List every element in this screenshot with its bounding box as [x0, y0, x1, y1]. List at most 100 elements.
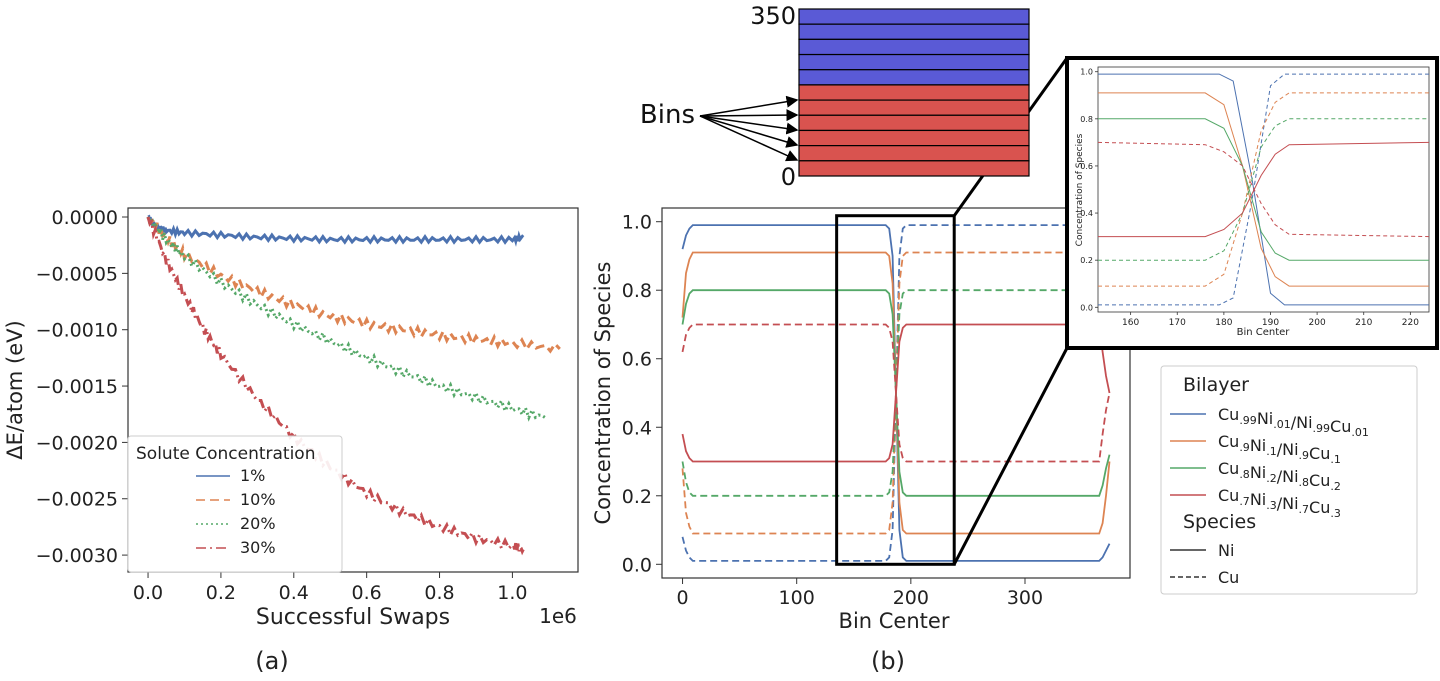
plot-a-legend-title: Solute Concentration	[136, 444, 315, 464]
inset-series-b1-Cu	[1098, 92, 1429, 287]
legend-species-label: Ni	[1218, 541, 1234, 560]
subscript: .2	[1266, 472, 1277, 485]
label-part: /Ni	[1277, 467, 1299, 486]
y-tick-label: −0.0025	[36, 489, 118, 511]
inset-series-b3-Cu	[1097, 141, 1430, 238]
subscript: .8	[1239, 468, 1250, 481]
subscript: .3	[1266, 499, 1277, 512]
y-tick-label: 0.0	[622, 554, 652, 576]
series-line-1pct	[147, 214, 525, 247]
plot-a-xlabel: Successful Swaps	[256, 605, 450, 630]
bins-top-label: 350	[750, 2, 796, 30]
subscript: .99	[1313, 422, 1331, 435]
label-part: Cu	[1309, 498, 1330, 517]
y-tick-label: 0.2	[1080, 256, 1093, 265]
x-tick-label: 0.8	[424, 582, 454, 604]
inset-series-b3-Ni	[1098, 141, 1430, 238]
plot-a-ylabel: ΔE/atom (eV)	[3, 320, 27, 459]
inset-panel: 160 170 180 190 200 210 2200.00.20.40.60.81.0 …	[1065, 56, 1439, 350]
label-part: Cu	[1330, 417, 1351, 436]
bin-arrow	[699, 115, 799, 148]
y-tick-label: −0.0015	[36, 376, 118, 398]
legend-label: 1%	[240, 466, 265, 485]
x-tick-label: 300	[1007, 587, 1043, 609]
bin-row	[798, 53, 1030, 71]
subscript: .1	[1330, 453, 1341, 466]
inset-series-b0-Cu	[1098, 73, 1429, 306]
panel-a: 0.0 0.2 0.4 0.6 0.8 1.0 0.0000 −0.0005 −0.0010 −0…	[3, 207, 579, 675]
legend-bilayer-label: Cu.99Ni.01/Ni.99Cu.01	[1218, 405, 1369, 439]
y-tick-label: 0.0000	[52, 207, 118, 229]
subscript: .1	[1266, 445, 1277, 458]
subscript: .7	[1239, 495, 1250, 508]
y-tick-label: 0.4	[622, 417, 652, 439]
y-tick-label: 0.6	[622, 349, 652, 371]
x-tick-label: 180	[1215, 318, 1232, 328]
x-tick-label: 0.2	[206, 582, 236, 604]
bin-row	[798, 8, 1030, 25]
legend-bilayer-label: Cu.8Ni.2/Ni.8Cu.2	[1218, 459, 1341, 493]
subscript: .2	[1330, 480, 1341, 493]
inset-series-b2-Cu	[1098, 118, 1429, 261]
label-part: Cu	[1218, 405, 1239, 424]
subscript: .99	[1239, 414, 1257, 427]
label-part: Cu	[1218, 486, 1239, 505]
bins-label: Bins	[640, 100, 695, 130]
x-tick-label: 210	[1355, 318, 1372, 328]
x-tick-label: 100	[779, 587, 815, 609]
label-part: Ni	[1250, 436, 1266, 455]
inset-series-b0-Ni	[1098, 73, 1429, 306]
inset-xlabel: Bin Center	[1237, 327, 1291, 338]
x-tick-label: 0	[676, 587, 688, 609]
zoom-box	[835, 214, 956, 566]
label-part: Cu	[1218, 459, 1239, 478]
bin-row	[798, 69, 1030, 86]
label-part: Ni	[1250, 490, 1266, 509]
label-part: /Ni	[1277, 440, 1299, 459]
plot-a-x-offset: 1e6	[539, 604, 577, 628]
label-part: Ni	[1257, 409, 1273, 428]
inset-series-b1-Ni	[1098, 92, 1429, 287]
plot-b-legend-box	[1160, 365, 1418, 595]
panel-label-a: (a)	[255, 647, 288, 675]
bin-row	[798, 23, 1030, 40]
panel-label-b: (b)	[871, 647, 905, 675]
subscript: .9	[1299, 449, 1310, 462]
inset-series-b2-Ni	[1098, 118, 1429, 261]
label-part: /Ni	[1277, 494, 1299, 513]
y-tick-label: −0.0005	[36, 263, 118, 285]
y-tick-label: −0.0020	[36, 432, 118, 454]
legend-bilayer-label: Cu.7Ni.3/Ni.7Cu.3	[1218, 486, 1341, 520]
bin-arrow	[699, 95, 799, 117]
y-tick-label: 0.0	[1080, 303, 1093, 312]
x-tick-label: 190	[1262, 318, 1279, 328]
x-tick-label: 200	[893, 587, 929, 609]
series-line-b3-Ni	[681, 323, 1111, 463]
inset-ylabel: Concentration of Species	[1075, 133, 1085, 246]
series-line-b3-Cu	[681, 323, 1111, 463]
plot-b-frame	[661, 207, 1131, 579]
bin-row	[798, 160, 1030, 177]
legend-bilayer-label: Cu.9Ni.1/Ni.9Cu.1	[1218, 432, 1341, 466]
y-tick-label: 0.8	[622, 280, 652, 302]
bin-row	[798, 145, 1030, 162]
subscript: .7	[1299, 503, 1310, 516]
inset-plot-frame	[1097, 66, 1430, 313]
legend-label: 10%	[240, 490, 276, 509]
bins-diagram: 350 0 Bins	[640, 2, 1030, 191]
y-tick-label: 0.4	[1080, 209, 1093, 218]
bin-row	[798, 84, 1030, 101]
y-tick-label: −0.0030	[36, 545, 118, 567]
bin-row	[798, 114, 1030, 132]
bin-arrow	[699, 109, 799, 122]
bin-arrow	[699, 115, 799, 162]
subscript: .9	[1239, 441, 1250, 454]
y-tick-label: −0.0010	[36, 320, 118, 342]
subscript: .8	[1299, 476, 1310, 489]
legend-label: 20%	[240, 514, 276, 533]
bin-row	[798, 99, 1030, 116]
legend-species-title: Species	[1183, 511, 1256, 533]
legend-bilayer-title: Bilayer	[1183, 374, 1249, 396]
bins-bottom-label: 0	[781, 163, 796, 191]
